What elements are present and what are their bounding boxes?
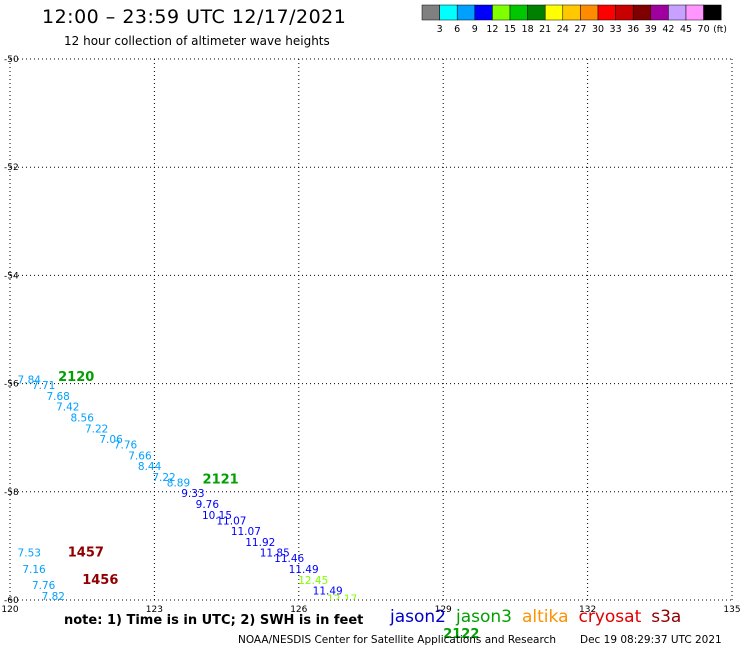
colorbar-tick-label: 30 [592,24,604,35]
wave-height-value: 7.66 [128,450,152,462]
pass-time-label: 2122 [443,627,479,642]
colorbar-tick-label: 27 [574,24,586,35]
wave-height-value: 7.82 [42,591,65,603]
colorbar-tick-label: 70 [698,24,710,35]
wave-height-value: 7.16 [22,564,46,576]
pass-time-label: 2121 [203,473,239,488]
legend-entry-cryosat: cryosat [578,607,642,627]
colorbar-tick-label: 36 [627,24,639,35]
colorbar-tick-label: 21 [539,24,551,35]
wave-height-value: 11.46 [274,553,304,565]
pass-time-label: 1457 [68,546,104,561]
y-tick-label: -60 [4,596,19,606]
x-tick-label: 120 [1,605,18,615]
wave-height-value: 11.07 [231,526,261,538]
chart-subtitle: 12 hour collection of altimeter wave hei… [64,34,330,48]
footer-note: note: 1) Time is in UTC; 2) SWH is in fe… [64,613,364,628]
pass-time-label: 2120 [58,370,94,385]
y-tick-label: -52 [4,163,19,173]
wave-height-value: 7.76 [32,580,56,592]
colorbar-tick-label: 45 [680,24,692,35]
x-tick-label: 123 [146,605,163,615]
legend-entry-altika: altika [522,607,569,627]
wave-height-value: 9.76 [196,499,220,511]
colorbar-tick-label: 6 [454,24,460,35]
legend-entry-jason3: jason3 [456,607,512,627]
wave-height-value: 11.49 [313,586,343,598]
wave-height-value: 7.68 [46,391,69,403]
pass-time-label: 1456 [82,573,118,588]
wave-height-value: 7.53 [18,548,41,560]
wave-height-value: 7.84 [18,375,42,387]
chart-title: 12:00 – 23:59 UTC 12/17/2021 [42,6,347,28]
satellite-legend: jason2 jason3 altika cryosat s3a [390,607,691,627]
legend-entry-jason2: jason2 [390,607,446,627]
generated-timestamp: Dec 19 08:29:37 UTC 2021 [580,634,722,646]
wave-height-value: 11.85 [260,548,290,560]
wave-height-value: 8.44 [138,461,162,473]
colorbar-tick-label: 42 [662,24,674,35]
wave-height-value: 7.71 [32,380,55,392]
colorbar-tick-label: 39 [645,24,657,35]
legend-entry-s3a: s3a [651,607,682,627]
color-scale-bar: 3 6 9 12 15 18 21 24 27 30 33 36 39 42 45 70 (ft) [421,4,727,35]
wave-height-value: 7.42 [56,402,79,414]
colorbar-tick-label: 12 [486,24,498,35]
wave-height-value: 11.49 [289,564,319,576]
wave-height-value: 6.05 [61,642,84,650]
x-tick-label: 132 [579,605,596,615]
wave-height-value: 7.22 [152,472,175,484]
colorbar-swatch [703,4,722,21]
colorbar-tick-label: 24 [557,24,569,35]
x-tick-label: 135 [723,605,740,615]
colorbar-tick-label: 15 [504,24,516,35]
y-tick-label: -54 [4,271,19,281]
colorbar-tick-label: 9 [472,24,478,35]
y-tick-label: -56 [4,380,19,390]
wave-height-value: 10.15 [202,510,232,522]
x-tick-label: 126 [290,605,307,615]
colorbar-tick-label: 3 [437,24,443,35]
wave-height-value: 12.17 [327,594,357,606]
wave-height-value: 11.92 [245,537,275,549]
wave-height-value: 7.76 [114,440,138,452]
wave-height-value: 7.06 [99,434,123,446]
wave-height-value: 8.56 [71,412,95,424]
colorbar-tick-label: 18 [522,24,534,35]
wave-height-value: 7.22 [85,423,108,435]
y-tick-label: -50 [4,55,19,65]
wave-height-value: 11.07 [216,515,246,527]
colorbar-tick-label: 33 [610,24,622,35]
wave-height-value: 8.89 [167,477,190,489]
x-tick-label: 129 [435,605,452,615]
y-tick-label: -58 [4,488,19,498]
credit-line: NOAA/NESDIS Center for Satellite Applica… [238,634,556,646]
wave-height-value: 9.33 [181,488,204,500]
colorbar-unit: (ft) [713,25,727,35]
wave-height-value: 12.45 [298,575,328,587]
